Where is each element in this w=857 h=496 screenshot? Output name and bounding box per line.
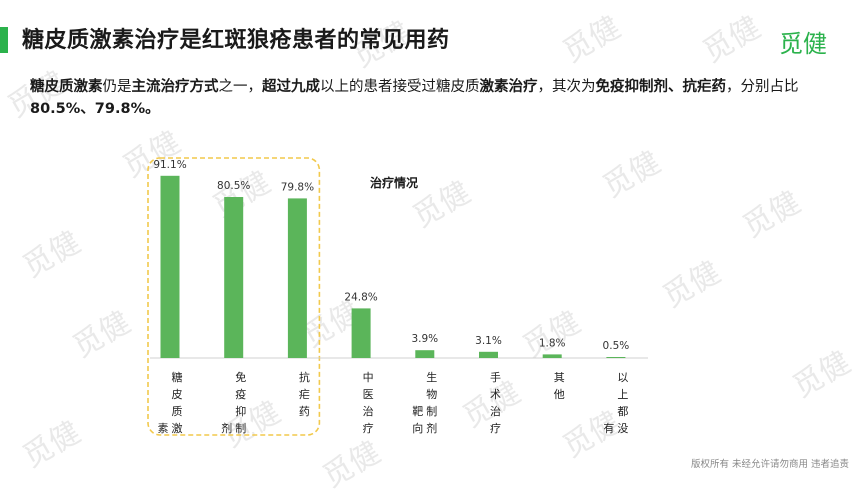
- category-label: 以上都没有: [603, 371, 628, 435]
- data-label: 3.1%: [475, 335, 502, 347]
- summary-part: 超过九成: [262, 79, 320, 95]
- bar: [415, 350, 435, 358]
- category-label: 手术治疗: [490, 370, 501, 435]
- summary-part: ，其次为: [537, 79, 596, 95]
- brand-logo: 觅健: [779, 30, 827, 58]
- data-label: 80.5%: [217, 180, 250, 192]
- bar: [287, 198, 307, 358]
- category-label: 抗疟药: [299, 370, 310, 418]
- bar: [224, 197, 244, 358]
- summary-part: 激素治疗: [479, 79, 538, 95]
- bar: [542, 354, 562, 358]
- summary-part: 以上的患者接受过糖皮质: [320, 79, 480, 95]
- chart-title: 治疗情况: [370, 175, 418, 190]
- highlight-box: [147, 157, 321, 436]
- data-label: 79.8%: [281, 181, 314, 193]
- data-label: 24.8%: [344, 291, 377, 303]
- category-label: 生物制剂靶向: [412, 370, 437, 435]
- data-label: 0.5%: [603, 340, 630, 352]
- summary-part: 80.5%、79.8%。: [30, 101, 160, 117]
- category-label: 中医治疗: [363, 371, 374, 435]
- summary-part: 糖皮质激素: [30, 79, 103, 95]
- bar: [479, 351, 498, 358]
- treatment-bar-chart: 治疗情况 91.1% 糖皮质激素 80.5% 免疫抑制剂 79.8% 抗疟药 24.8% 中医…: [147, 157, 648, 436]
- category-label: 免疫抑制剂: [221, 370, 246, 435]
- summary-part: 之一，: [218, 79, 263, 95]
- title-accent-bar: [0, 27, 8, 53]
- summary-part: ，分别占比: [726, 79, 799, 95]
- bar: [351, 308, 371, 358]
- footer-copyright: 版权所有 未经允许请勿商用 违者追责: [690, 459, 849, 470]
- data-label: 1.8%: [539, 337, 566, 349]
- data-label: 3.9%: [411, 333, 438, 345]
- category-label: 糖皮质激素: [158, 370, 183, 435]
- summary-part: 仍是: [102, 79, 132, 95]
- data-label: 91.1%: [153, 159, 186, 171]
- page-title: 糖皮质激素治疗是红斑狼疮患者的常见用药: [22, 28, 450, 53]
- category-label: 其他: [554, 371, 565, 401]
- summary-text: 糖皮质激素仍是主流治疗方式之一，超过九成以上的患者接受过糖皮质激素治疗，其次为免…: [30, 76, 810, 120]
- bar-series: 91.1% 糖皮质激素 80.5% 免疫抑制剂 79.8% 抗疟药 24.8% 中医治疗 3.9…: [153, 159, 629, 435]
- bar: [606, 357, 626, 358]
- bar: [160, 175, 180, 358]
- summary-part: 免疫抑制剂、抗疟药: [595, 79, 727, 95]
- summary-part: 主流治疗方式: [131, 79, 219, 95]
